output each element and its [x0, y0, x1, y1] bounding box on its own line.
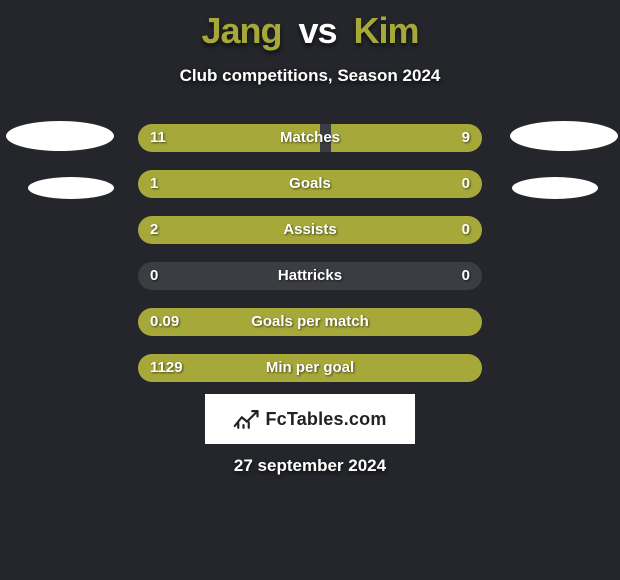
placeholder-ellipse [6, 121, 114, 151]
placeholder-ellipse [510, 121, 618, 151]
value-left: 1129 [138, 354, 195, 382]
stat-row: 119Matches [138, 124, 482, 152]
footer-date: 27 september 2024 [0, 456, 620, 476]
fill-left [138, 170, 399, 198]
stat-row: 1129Min per goal [138, 354, 482, 382]
subtitle: Club competitions, Season 2024 [0, 66, 620, 86]
value-left: 1 [138, 170, 170, 198]
player2-name: Kim [354, 10, 419, 51]
stat-row: 0 0Hattricks [138, 262, 482, 290]
comparison-chart: 119Matches10Goals20Assists00Hattricks0.0… [138, 124, 482, 400]
value-right: 0 [450, 170, 482, 198]
stat-row: 10Goals [138, 170, 482, 198]
value-left: 0 [138, 262, 170, 290]
page-title: Jang vs Kim [0, 0, 620, 52]
value-right: 0 [450, 216, 482, 244]
player2-photo [510, 105, 620, 185]
stat-row: 0.09Goals per match [138, 308, 482, 336]
placeholder-ellipse [28, 177, 114, 199]
fill-left [138, 216, 482, 244]
brand-text: FcTables.com [265, 409, 386, 430]
placeholder-ellipse [512, 177, 598, 199]
value-left: 2 [138, 216, 170, 244]
player1-name: Jang [201, 10, 281, 51]
stat-row: 20Assists [138, 216, 482, 244]
stat-label: Hattricks [138, 262, 482, 290]
value-left: 0.09 [138, 308, 191, 336]
value-right: 9 [450, 124, 482, 152]
vs-text: vs [298, 10, 336, 51]
value-right: 0 [450, 262, 482, 290]
player1-photo [4, 105, 114, 185]
brand-badge: FcTables.com [205, 394, 415, 444]
value-left: 11 [138, 124, 178, 152]
brand-icon [233, 408, 261, 430]
